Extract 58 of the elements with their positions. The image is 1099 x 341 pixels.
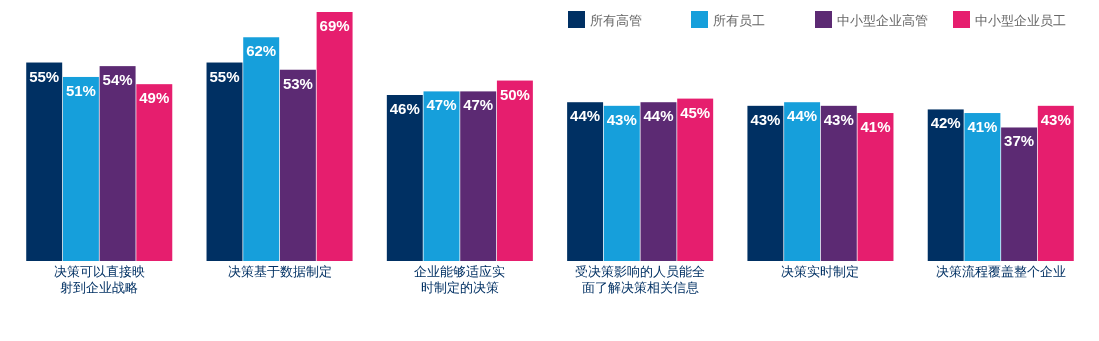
data-label: 69%: [319, 17, 350, 34]
bar: [316, 12, 353, 261]
bar: [857, 113, 894, 261]
data-label: 46%: [389, 100, 420, 117]
data-label: 55%: [209, 67, 240, 85]
data-label: 45%: [680, 103, 711, 121]
legend-label: 所有员工: [713, 13, 765, 28]
data-label: 37%: [1004, 132, 1035, 150]
bar: [784, 102, 821, 261]
bar: [460, 91, 497, 261]
bar: [279, 69, 316, 261]
data-label: 42%: [930, 114, 961, 132]
bar: [136, 84, 173, 261]
bar: [206, 62, 243, 261]
bar: [62, 76, 99, 261]
data-label: 44%: [787, 107, 818, 125]
data-label: 47%: [426, 96, 457, 114]
bar: [496, 80, 533, 261]
legend-label: 中小型企业员工: [975, 13, 1066, 28]
legend-label: 所有高管: [590, 13, 642, 28]
x-tick-label: 决策可以直接映射到企业战略: [52, 264, 146, 296]
bar: [386, 95, 423, 261]
bar: [423, 91, 460, 261]
x-tick-label: 企业能够适应实时制定的决策: [413, 264, 507, 296]
x-tick-label: 受决策影响的人员能全面了解决策相关信息: [574, 264, 707, 296]
data-label: 49%: [139, 89, 170, 107]
data-label: 51%: [65, 81, 96, 99]
x-tick-label: 决策流程覆盖整个企业: [934, 264, 1067, 280]
data-label: 54%: [102, 71, 133, 89]
bar: [964, 113, 1001, 261]
bar: [1001, 127, 1038, 261]
bar: [677, 98, 714, 261]
data-label: 43%: [750, 110, 781, 128]
data-label: 47%: [463, 96, 494, 114]
data-label: 41%: [967, 118, 998, 136]
bar: [26, 62, 63, 261]
data-label: 43%: [606, 110, 637, 128]
data-label: 44%: [570, 107, 601, 125]
bar: [1037, 105, 1074, 261]
bar: [567, 102, 604, 261]
bar: [747, 105, 784, 261]
bar: [640, 102, 677, 261]
bar: [927, 109, 964, 261]
bar: [820, 105, 857, 261]
data-label: 41%: [860, 118, 891, 136]
data-label: 44%: [643, 107, 674, 125]
data-label: 50%: [499, 85, 530, 103]
data-label: 62%: [246, 42, 277, 60]
legend-label: 中小型企业高管: [837, 13, 928, 28]
bar: [603, 105, 640, 261]
bar: [99, 66, 136, 261]
data-label: 43%: [823, 110, 854, 128]
data-label: 53%: [282, 74, 313, 92]
bar: [243, 37, 280, 261]
data-label: 55%: [29, 67, 60, 85]
x-tick-label: 决策实时制定: [780, 264, 861, 280]
x-tick-label: 决策基于数据制定: [226, 264, 333, 280]
data-label: 43%: [1040, 110, 1071, 128]
